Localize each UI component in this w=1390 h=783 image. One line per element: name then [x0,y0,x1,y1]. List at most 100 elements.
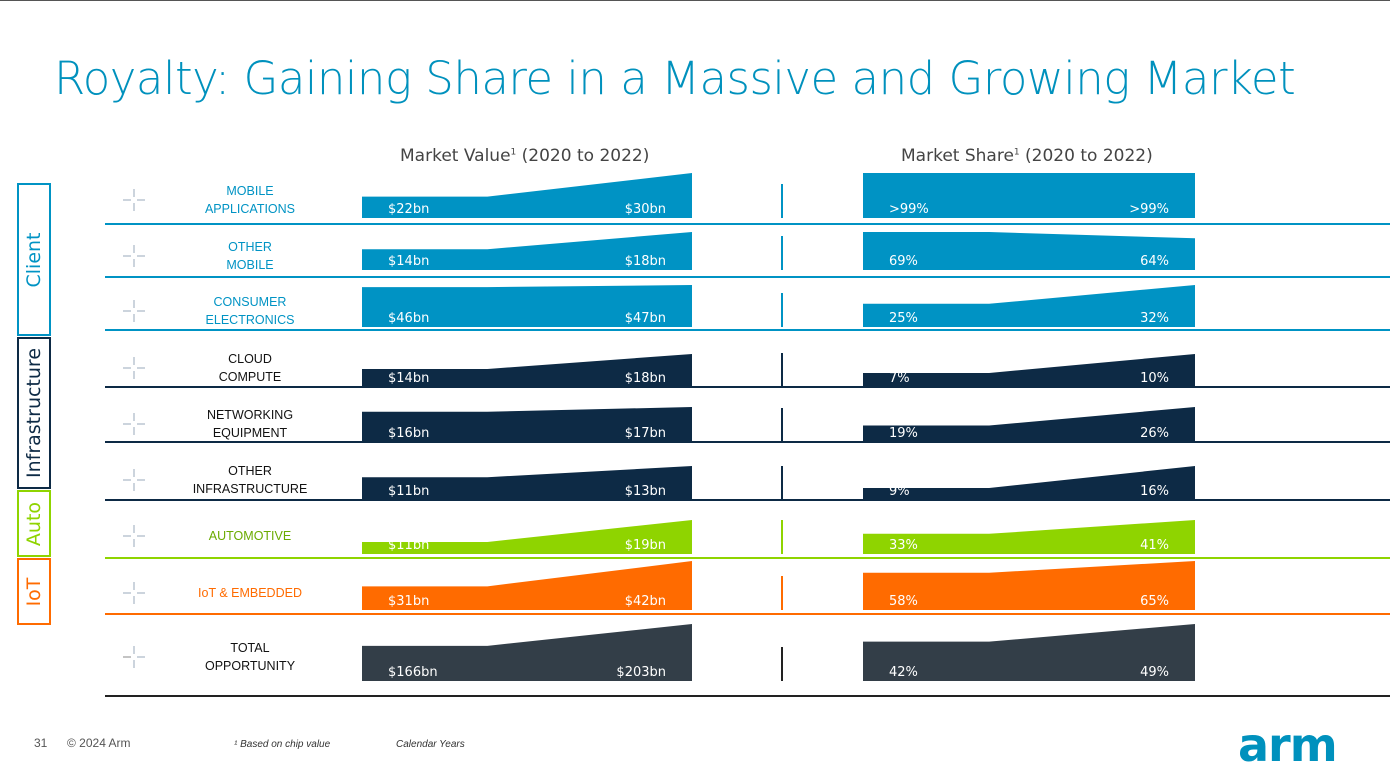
value-label-1: $13bn [625,484,666,499]
copyright: © 2024 Arm [67,736,131,750]
calendar-note: Calendar Years [396,739,465,750]
row-chart: $46bn $47bn 25% 32% [362,285,1195,327]
crosshair-icon [123,582,145,604]
value-area [362,407,692,442]
share-label-0: 42% [889,665,918,680]
share-label-1: 64% [1140,254,1169,269]
share-label-0: 25% [889,311,918,326]
value-label-1: $19bn [625,538,666,553]
category-label: CLOUD COMPUTE [218,351,282,384]
value-label-1: $18bn [625,371,666,386]
share-area [863,624,1195,681]
value-area [362,466,692,500]
share-label-0: 7% [889,371,910,386]
share-area [863,407,1195,442]
share-area [863,561,1195,610]
row-chart: $14bn $18bn 7% 10% [362,353,1195,387]
row-7: IoT & EMBEDDED $31bn $42bn 58% 65% [105,560,1390,615]
row-divider [105,223,1390,225]
share-label-0: 9% [889,484,910,499]
row-divider [105,329,1390,331]
value-label-0: $166bn [388,665,438,680]
value-label-0: $14bn [388,371,429,386]
market-value-header: Market Value1 (2020 to 2022) [400,146,650,166]
row-3: CLOUD COMPUTE $14bn $18bn 7% 10% [105,332,1390,388]
value-label-1: $30bn [625,202,666,217]
share-label-0: 19% [889,426,918,441]
share-label-1: 26% [1140,426,1169,441]
row-4: NETWORKING EQUIPMENT $16bn $17bn 19% 26% [105,389,1390,443]
row-divider [105,441,1390,443]
row-1: OTHER MOBILE $14bn $18bn 69% 64% [105,226,1390,278]
row-chart: $11bn $13bn 9% 16% [362,466,1195,500]
share-area [863,466,1195,500]
value-area [362,285,692,327]
value-label-0: $31bn [388,594,429,609]
row-chart: $22bn $30bn >99% >99% [362,173,1195,218]
row-divider [105,613,1390,615]
share-area [863,173,1195,218]
share-area [863,232,1195,270]
category-label: CONSUMER ELECTRONICS [205,295,295,327]
crosshair-icon [123,356,145,379]
value-label-0: $11bn [388,484,429,499]
page-number: 31 [34,736,48,750]
crosshair-icon [123,469,145,491]
row-divider [105,499,1390,501]
row-chart: $166bn $203bn 42% 49% [362,624,1195,681]
group-iot: IoT [17,558,51,625]
share-area [863,354,1195,387]
share-label-0: 33% [889,538,918,553]
market-share-header: Market Share1 (2020 to 2022) [901,146,1153,166]
value-label-1: $203bn [616,665,666,680]
row-5: OTHER INFRASTRUCTURE $11bn $13bn 9% 16% [105,444,1390,501]
crosshair-icon [123,300,145,322]
row-divider [105,557,1390,559]
share-label-0: 58% [889,594,918,609]
group-auto: Auto [17,490,51,557]
row-6: AUTOMOTIVE $11bn $19bn 33% 41% [105,502,1390,559]
share-label-1: 16% [1140,484,1169,499]
category-label: OTHER INFRASTRUCTURE [192,464,308,496]
category-label: AUTOMOTIVE [208,529,292,543]
row-chart: $31bn $42bn 58% 65% [362,561,1195,610]
top-rule [0,0,1390,1]
value-label-1: $42bn [625,594,666,609]
share-area [863,285,1195,327]
share-label-1: 49% [1140,665,1169,680]
category-label: NETWORKING EQUIPMENT [206,407,294,440]
category-label: IoT & EMBEDDED [198,586,302,600]
row-0: MOBILE APPLICATIONS $22bn $30bn >99% >99% [105,166,1390,225]
share-area [863,520,1195,554]
value-area [362,561,692,610]
value-label-1: $18bn [625,254,666,269]
crosshair-icon [123,245,145,267]
group-infrastructure: Infrastructure [17,337,51,489]
share-label-1: 10% [1140,371,1169,386]
page-title: Royalty: Gaining Share in a Massive and … [54,52,1296,105]
value-label-0: $16bn [388,426,429,441]
crosshair-icon [123,525,145,547]
share-label-0: >99% [889,202,929,217]
value-label-1: $17bn [625,426,666,441]
share-label-0: 69% [889,254,918,269]
value-label-0: $14bn [388,254,429,269]
value-area [362,173,692,218]
row-divider [105,276,1390,278]
category-label: TOTAL OPPORTUNITY [204,640,296,673]
value-label-0: $46bn [388,311,429,326]
value-area [362,354,692,387]
row-chart: $11bn $19bn 33% 41% [362,520,1195,554]
share-label-1: 32% [1140,311,1169,326]
value-label-0: $22bn [388,202,429,217]
arm-logo: arm [1238,718,1338,772]
row-divider [105,695,1390,697]
crosshair-icon [123,412,145,435]
category-label: OTHER MOBILE [226,240,274,272]
category-label: MOBILE APPLICATIONS [204,184,296,216]
row-8: TOTAL OPPORTUNITY $166bn $203bn 42% 49% [105,616,1390,697]
share-label-1: >99% [1129,202,1169,217]
value-label-1: $47bn [625,311,666,326]
value-label-0: $11bn [388,538,429,553]
value-area [362,520,692,554]
